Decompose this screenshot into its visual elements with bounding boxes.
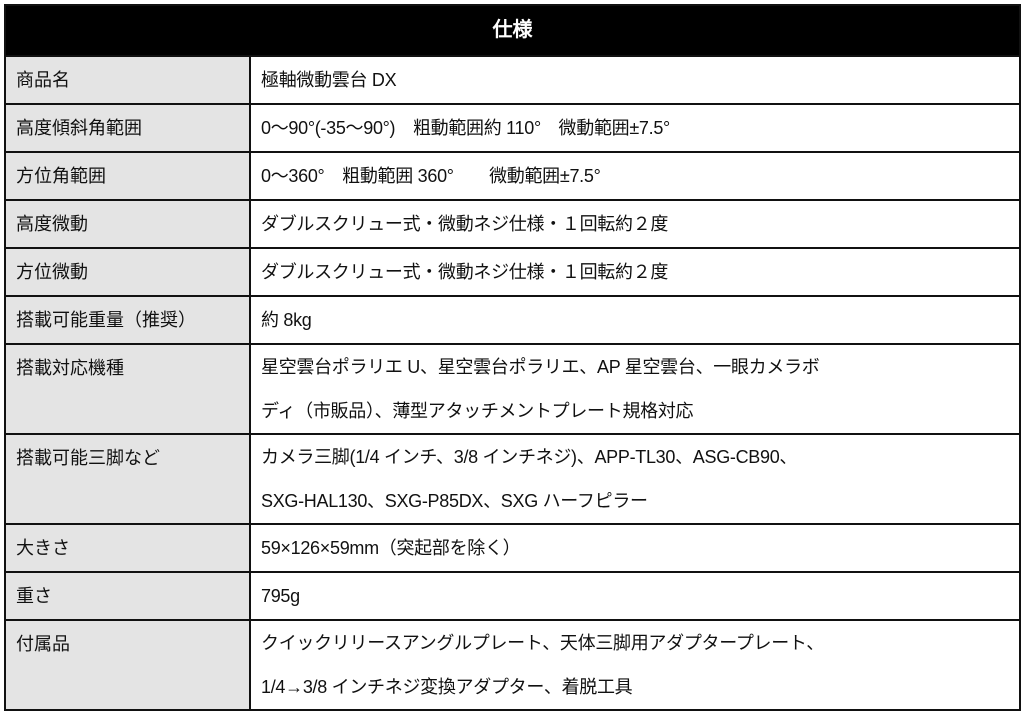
spec-value: 795g bbox=[249, 571, 1021, 621]
table-header-row: 仕様 bbox=[4, 4, 1021, 57]
table-title: 仕様 bbox=[4, 4, 1021, 57]
table-row: 商品名 極軸微動雲台 DX bbox=[4, 55, 1021, 105]
spec-value: クイックリリースアングルプレート、天体三脚用アダプタープレート、 1/4→3/8 … bbox=[249, 619, 1021, 711]
spec-label: 付属品 bbox=[4, 619, 251, 711]
spec-label: 高度微動 bbox=[4, 199, 251, 249]
spec-value: 極軸微動雲台 DX bbox=[249, 55, 1021, 105]
spec-label: 搭載対応機種 bbox=[4, 343, 251, 435]
table-row: 高度微動 ダブルスクリュー式・微動ネジ仕様・１回転約２度 bbox=[4, 199, 1021, 249]
spec-value-line: 59×126×59mm（突起部を除く） bbox=[261, 538, 521, 558]
spec-label: 重さ bbox=[4, 571, 251, 621]
table-row: 方位微動 ダブルスクリュー式・微動ネジ仕様・１回転約２度 bbox=[4, 247, 1021, 297]
spec-value-line: 星空雲台ポラリエ U、星空雲台ポラリエ、AP 星空雲台、一眼カメラボ bbox=[261, 357, 820, 377]
spec-value-line: 0～360° 粗動範囲 360° 微動範囲±7.5° bbox=[261, 166, 601, 186]
spec-value-line: 0～90°(-35～90°) 粗動範囲約 110° 微動範囲±7.5° bbox=[261, 118, 670, 138]
spec-value: 0～90°(-35～90°) 粗動範囲約 110° 微動範囲±7.5° bbox=[249, 103, 1021, 153]
spec-label: 高度傾斜角範囲 bbox=[4, 103, 251, 153]
spec-table: 仕様 商品名 極軸微動雲台 DX 高度傾斜角範囲 0～90°(-35～90°) 粗動範… bbox=[4, 4, 1021, 711]
table-row: 方位角範囲 0～360° 粗動範囲 360° 微動範囲±7.5° bbox=[4, 151, 1021, 201]
spec-value-line: 795g bbox=[261, 586, 300, 606]
spec-value-line: ディ（市販品）、薄型アタッチメントプレート規格対応 bbox=[261, 401, 694, 421]
spec-value-line: 極軸微動雲台 DX bbox=[261, 70, 397, 90]
table-row: 搭載可能重量（推奨） 約 8kg bbox=[4, 295, 1021, 345]
spec-value: ダブルスクリュー式・微動ネジ仕様・１回転約２度 bbox=[249, 247, 1021, 297]
table-row: 大きさ 59×126×59mm（突起部を除く） bbox=[4, 523, 1021, 573]
spec-value-line: ダブルスクリュー式・微動ネジ仕様・１回転約２度 bbox=[261, 262, 669, 282]
spec-value: 59×126×59mm（突起部を除く） bbox=[249, 523, 1021, 573]
spec-value-line: カメラ三脚(1/4 インチ、3/8 インチネジ)、APP-TL30、ASG-CB… bbox=[261, 447, 798, 467]
spec-value: 約 8kg bbox=[249, 295, 1021, 345]
spec-value-line: SXG-HAL130、SXG-P85DX、SXG ハーフピラー bbox=[261, 491, 648, 511]
table-row: 搭載対応機種 星空雲台ポラリエ U、星空雲台ポラリエ、AP 星空雲台、一眼カメラボ… bbox=[4, 343, 1021, 435]
table-row: 重さ 795g bbox=[4, 571, 1021, 621]
spec-label: 商品名 bbox=[4, 55, 251, 105]
spec-value: ダブルスクリュー式・微動ネジ仕様・１回転約２度 bbox=[249, 199, 1021, 249]
spec-value-line: ダブルスクリュー式・微動ネジ仕様・１回転約２度 bbox=[261, 214, 669, 234]
spec-label: 方位微動 bbox=[4, 247, 251, 297]
spec-value-line: 約 8kg bbox=[261, 310, 312, 330]
spec-value-line: クイックリリースアングルプレート、天体三脚用アダプタープレート、 bbox=[261, 633, 824, 653]
table-row: 付属品 クイックリリースアングルプレート、天体三脚用アダプタープレート、 1/4→3… bbox=[4, 619, 1021, 711]
table-row: 高度傾斜角範囲 0～90°(-35～90°) 粗動範囲約 110° 微動範囲±7.… bbox=[4, 103, 1021, 153]
spec-label: 搭載可能重量（推奨） bbox=[4, 295, 251, 345]
table-row: 搭載可能三脚など カメラ三脚(1/4 インチ、3/8 インチネジ)、APP-TL3… bbox=[4, 433, 1021, 525]
spec-label: 方位角範囲 bbox=[4, 151, 251, 201]
spec-value: カメラ三脚(1/4 インチ、3/8 インチネジ)、APP-TL30、ASG-CB… bbox=[249, 433, 1021, 525]
spec-label: 大きさ bbox=[4, 523, 251, 573]
spec-value-line: 1/4→3/8 インチネジ変換アダプター、着脱工具 bbox=[261, 677, 633, 697]
spec-label: 搭載可能三脚など bbox=[4, 433, 251, 525]
spec-value: 星空雲台ポラリエ U、星空雲台ポラリエ、AP 星空雲台、一眼カメラボ ディ（市販品… bbox=[249, 343, 1021, 435]
spec-value: 0～360° 粗動範囲 360° 微動範囲±7.5° bbox=[249, 151, 1021, 201]
